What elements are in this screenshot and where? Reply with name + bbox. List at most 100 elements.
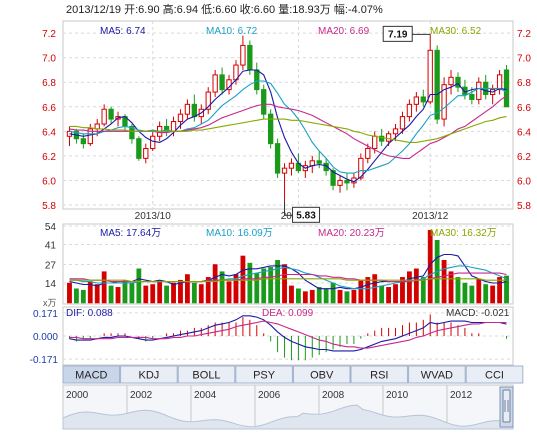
candle-body <box>434 49 440 120</box>
price-callouts: 7.19 5.83 <box>284 25 431 223</box>
price-ytick-left: 6.4 <box>42 127 56 138</box>
price-xtick: 2013/12 <box>412 211 449 222</box>
volume-bars <box>67 230 509 304</box>
price-ma10-line <box>69 80 507 174</box>
candle-body <box>385 133 392 142</box>
candle-body <box>150 135 156 150</box>
volume-legend-ma10: MA10: 16.09万 <box>206 228 273 239</box>
price-ytick-left: 6.2 <box>42 152 56 163</box>
tab-label[interactable]: OBV <box>310 370 334 382</box>
candle-body <box>372 135 378 150</box>
quote-header: 2013/12/19 开:6.90 高:6.94 低:6.60 收:6.60 量… <box>66 2 383 16</box>
volume-bar <box>413 268 419 304</box>
volume-bar <box>497 277 502 304</box>
price-ytick-right: 6.0 <box>517 176 531 187</box>
tab-label[interactable]: CCI <box>485 370 504 382</box>
volume-bar <box>490 285 496 304</box>
volume-bar <box>455 277 461 304</box>
tab-background[interactable] <box>408 365 466 384</box>
tab-background[interactable] <box>292 365 351 384</box>
volume-bar <box>80 289 86 304</box>
tab-macd[interactable]: MACD <box>62 365 121 384</box>
volume-bar <box>94 284 100 304</box>
candle-body <box>427 49 433 103</box>
candle-body <box>191 103 197 118</box>
tab-background[interactable] <box>120 365 178 384</box>
volume-bar <box>407 271 412 304</box>
volume-bar <box>344 291 350 304</box>
volume-bar <box>323 288 329 304</box>
candle-body <box>441 84 447 120</box>
volume-bar <box>296 288 301 304</box>
price-xtick: 2013/10 <box>135 211 172 222</box>
candle-body <box>365 148 371 159</box>
timeline-year-label: 2000 <box>66 390 89 401</box>
tab-label[interactable]: PSY <box>253 370 276 382</box>
tab-kdj[interactable]: KDJ <box>120 365 178 384</box>
tab-background[interactable] <box>235 365 293 384</box>
tab-label[interactable]: KDJ <box>139 370 160 382</box>
candle-body <box>330 170 336 186</box>
volume-bar <box>372 274 378 304</box>
tab-cci[interactable]: CCI <box>465 365 524 384</box>
candle-body <box>476 81 482 100</box>
candle-body <box>177 113 184 123</box>
candle-body <box>469 94 475 100</box>
candle-body <box>80 138 86 145</box>
candle-body <box>399 116 406 130</box>
candle-body <box>143 148 149 159</box>
timeline-handle[interactable] <box>502 389 511 423</box>
tab-background[interactable] <box>177 365 236 384</box>
volume-bar <box>400 277 405 304</box>
macd-dea-line <box>69 320 507 349</box>
timeline-year-label: 2004 <box>194 390 217 401</box>
macd-ytick: 0.000 <box>33 332 58 343</box>
volume-bar <box>420 277 426 304</box>
volume-bar <box>122 279 128 304</box>
volume-bar <box>448 271 454 304</box>
candle-body <box>219 74 225 91</box>
volume-ma-lines <box>69 253 507 290</box>
volume-bar <box>302 291 308 304</box>
macd-legend-dea: DEA: 0.099 <box>262 308 314 319</box>
candle-body <box>392 128 399 135</box>
volume-legend-ma20: MA20: 20.23万 <box>318 228 385 239</box>
low-callout-text: 5.83 <box>296 210 316 221</box>
volume-yaxis: 54 41 27 14 <box>45 222 57 290</box>
tab-background[interactable] <box>465 365 524 384</box>
macd-ytick: 0.171 <box>33 309 58 320</box>
tab-psy[interactable]: PSY <box>235 365 293 384</box>
tab-background[interactable] <box>350 365 409 384</box>
volume-bar <box>101 271 107 304</box>
candle-body <box>420 96 426 103</box>
tab-label[interactable]: WVAD <box>421 370 453 382</box>
macd-legend: DIF: 0.088 DEA: 0.099 MACD: -0.021 <box>66 308 510 319</box>
tab-rsi[interactable]: RSI <box>350 365 409 384</box>
volume-bar <box>164 285 169 304</box>
volume-bar <box>115 287 121 304</box>
volume-bar <box>441 259 447 304</box>
tab-boll[interactable]: BOLL <box>177 365 236 384</box>
price-yaxis-right: 7.2 7.0 6.8 6.6 6.4 6.2 6.0 5.8 <box>517 29 531 212</box>
tab-label[interactable]: BOLL <box>192 370 220 382</box>
macd-ytick: -0.171 <box>30 355 59 366</box>
volume-ytick: 27 <box>45 261 57 272</box>
tab-obv[interactable]: OBV <box>292 365 351 384</box>
price-ytick-left: 5.8 <box>42 201 56 212</box>
timeline-year-label: 2006 <box>258 390 281 401</box>
macd-histogram <box>68 314 508 361</box>
volume-bar <box>226 281 232 304</box>
macd-dif-line <box>69 315 507 352</box>
tab-label[interactable]: RSI <box>370 370 388 382</box>
price-legend-ma10: MA10: 6.72 <box>206 26 258 37</box>
volume-bar <box>212 264 218 304</box>
tab-background[interactable] <box>62 365 121 384</box>
price-ytick-left: 7.2 <box>42 29 56 40</box>
volume-legend: MA5: 17.64万 MA10: 16.09万 MA20: 20.23万 MA… <box>100 228 497 239</box>
volume-bar <box>143 285 149 304</box>
tab-wvad[interactable]: WVAD <box>408 365 466 384</box>
volume-bar <box>129 282 135 304</box>
volume-bar <box>247 262 253 304</box>
tab-label[interactable]: MACD <box>75 370 107 382</box>
